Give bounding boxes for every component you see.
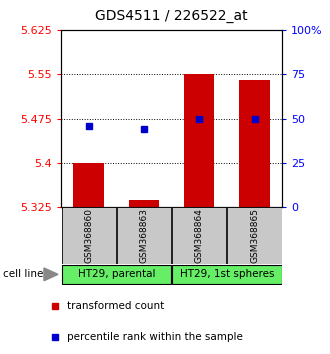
Text: percentile rank within the sample: percentile rank within the sample — [67, 332, 243, 342]
Bar — [129, 200, 159, 207]
Bar — [62, 265, 171, 284]
Text: GSM368860: GSM368860 — [84, 208, 93, 263]
Text: transformed count: transformed count — [67, 301, 165, 311]
Text: GSM368864: GSM368864 — [195, 208, 204, 263]
Text: HT29, 1st spheres: HT29, 1st spheres — [180, 269, 274, 279]
Bar — [74, 163, 104, 207]
Text: GSM368863: GSM368863 — [140, 208, 148, 263]
Bar — [227, 207, 281, 264]
Text: cell line: cell line — [3, 269, 44, 279]
Bar — [172, 265, 281, 284]
Polygon shape — [44, 268, 58, 281]
Text: GSM368865: GSM368865 — [250, 208, 259, 263]
Bar — [172, 207, 226, 264]
Bar — [184, 74, 214, 207]
Bar — [62, 207, 116, 264]
Bar — [239, 80, 270, 207]
Text: GDS4511 / 226522_at: GDS4511 / 226522_at — [95, 9, 248, 23]
Text: HT29, parental: HT29, parental — [78, 269, 155, 279]
Bar — [117, 207, 171, 264]
